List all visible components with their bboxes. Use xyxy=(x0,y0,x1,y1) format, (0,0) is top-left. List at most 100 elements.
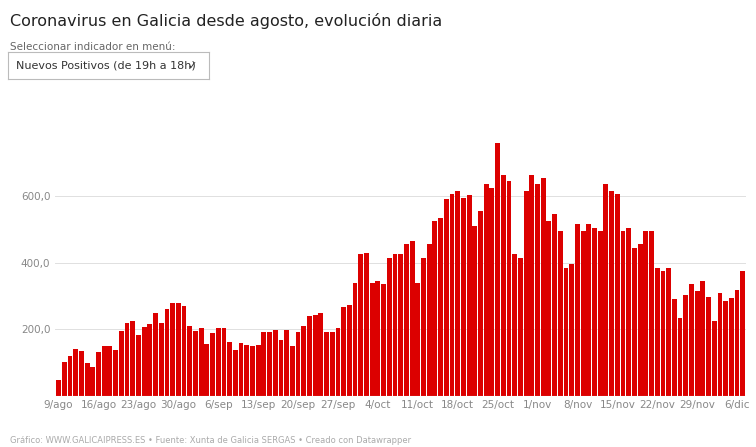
Bar xyxy=(655,268,660,396)
Bar xyxy=(165,309,169,396)
Bar xyxy=(592,228,597,396)
Bar xyxy=(352,283,358,396)
Bar xyxy=(96,352,101,396)
Bar xyxy=(432,221,437,396)
Bar xyxy=(489,188,494,396)
Bar xyxy=(461,198,466,396)
Bar xyxy=(518,257,523,396)
Bar xyxy=(141,328,147,396)
Bar xyxy=(723,301,728,396)
Bar xyxy=(689,284,694,396)
Bar xyxy=(341,308,346,396)
Bar xyxy=(547,221,551,396)
Bar xyxy=(302,326,306,396)
Text: Coronavirus en Galicia desde agosto, evolución diaria: Coronavirus en Galicia desde agosto, evo… xyxy=(10,13,442,29)
Bar xyxy=(347,305,352,396)
Bar xyxy=(199,329,203,396)
Bar xyxy=(421,257,426,396)
Bar xyxy=(569,264,574,396)
Bar xyxy=(466,195,472,396)
Bar xyxy=(740,271,745,396)
Bar xyxy=(284,330,289,396)
Bar xyxy=(222,329,226,396)
Bar xyxy=(170,303,175,396)
Bar xyxy=(67,356,73,396)
Bar xyxy=(524,191,528,396)
Bar xyxy=(398,254,403,396)
Bar xyxy=(364,253,369,396)
Bar xyxy=(513,254,517,396)
Text: Nuevos Positivos (de 19h a 18h): Nuevos Positivos (de 19h a 18h) xyxy=(17,60,196,70)
Bar xyxy=(73,349,78,396)
Bar xyxy=(262,332,266,396)
Bar xyxy=(529,174,534,396)
Bar xyxy=(495,143,500,396)
Bar xyxy=(404,245,409,396)
Bar xyxy=(181,307,187,396)
Bar xyxy=(62,363,67,396)
Bar xyxy=(387,257,392,396)
Bar xyxy=(478,211,483,396)
Bar xyxy=(632,248,637,396)
Bar xyxy=(370,283,374,396)
Bar xyxy=(683,295,688,396)
Bar xyxy=(244,345,249,396)
Bar xyxy=(615,194,620,396)
Bar xyxy=(307,316,312,396)
Bar xyxy=(392,254,398,396)
Bar xyxy=(621,231,625,396)
Bar xyxy=(427,245,432,396)
Bar xyxy=(603,185,609,396)
Bar xyxy=(649,231,654,396)
Bar xyxy=(176,303,181,396)
Bar xyxy=(153,313,158,396)
Bar xyxy=(415,283,420,396)
Bar xyxy=(563,268,569,396)
Bar xyxy=(119,331,124,396)
Bar xyxy=(735,290,739,396)
Bar xyxy=(278,340,284,396)
Bar xyxy=(358,254,363,396)
Bar xyxy=(609,191,614,396)
Bar xyxy=(296,332,300,396)
Bar xyxy=(626,228,631,396)
Bar xyxy=(125,323,129,396)
Bar xyxy=(250,346,255,396)
Text: ✓: ✓ xyxy=(187,61,197,72)
Bar xyxy=(638,245,643,396)
Bar xyxy=(507,181,511,396)
Bar xyxy=(666,268,671,396)
Bar xyxy=(587,224,591,396)
Bar xyxy=(455,191,460,396)
Bar xyxy=(79,351,84,396)
Bar xyxy=(187,326,192,396)
Bar xyxy=(706,296,711,396)
Bar xyxy=(450,194,454,396)
Bar xyxy=(552,215,557,396)
Bar xyxy=(193,331,198,396)
Bar xyxy=(147,324,152,396)
Bar xyxy=(444,199,449,396)
Bar xyxy=(267,332,272,396)
Bar xyxy=(107,346,113,396)
Bar xyxy=(102,346,107,396)
Bar xyxy=(410,241,414,396)
Bar xyxy=(381,284,386,396)
Bar xyxy=(581,231,586,396)
Bar xyxy=(215,329,221,396)
Bar xyxy=(729,298,734,396)
Text: Gráfico: WWW.GALICAIPRESS.ES • Fuente: Xunta de Galicia SERGAS • Creado con Data: Gráfico: WWW.GALICAIPRESS.ES • Fuente: X… xyxy=(10,436,411,445)
Bar xyxy=(575,224,580,396)
Bar xyxy=(113,350,118,396)
Bar xyxy=(643,231,648,396)
Bar xyxy=(438,218,443,396)
Bar xyxy=(159,323,163,396)
Bar xyxy=(717,293,723,396)
Bar xyxy=(273,330,277,396)
Bar xyxy=(313,315,318,396)
Bar xyxy=(130,321,135,396)
Bar xyxy=(472,226,477,396)
Bar xyxy=(239,343,243,396)
Bar xyxy=(56,380,61,396)
Bar xyxy=(712,321,717,396)
